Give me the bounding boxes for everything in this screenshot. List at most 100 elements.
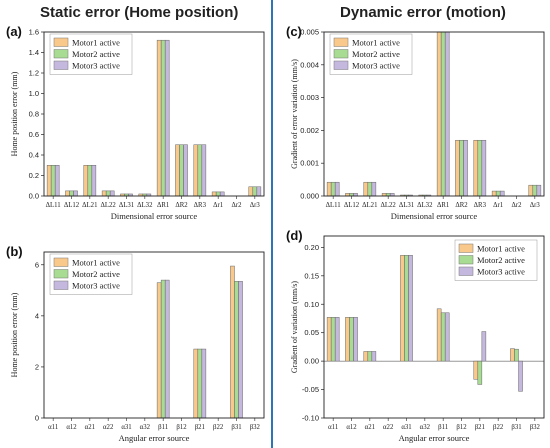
panel-label: (a)	[6, 24, 22, 39]
bar	[252, 186, 258, 197]
bar	[367, 351, 373, 362]
y-tick-label: 2	[35, 362, 39, 371]
x-tick-label: ΔR2	[455, 202, 468, 209]
y-axis-label: Home position error (mm)	[10, 292, 19, 377]
x-tick-label: α22	[383, 424, 394, 431]
legend-swatch	[458, 255, 474, 265]
bar	[363, 351, 369, 362]
bar	[238, 281, 243, 419]
bar	[400, 255, 405, 362]
x-tick-label: ΔR3	[194, 202, 207, 209]
bar	[455, 139, 460, 197]
bar	[164, 39, 170, 197]
bar	[532, 184, 538, 197]
bar	[330, 181, 336, 197]
bar	[440, 312, 446, 362]
bar	[156, 39, 162, 197]
bar	[156, 282, 162, 419]
y-tick-label: 0.001	[300, 159, 319, 168]
x-tick-label: α12	[66, 424, 77, 431]
legend-entry: Motor3 active	[477, 267, 525, 277]
plot-frame	[43, 251, 265, 419]
bar	[536, 184, 542, 197]
panel-divider	[271, 0, 273, 448]
x-tick-label: α22	[103, 424, 114, 431]
bar	[345, 317, 350, 362]
y-axis-label: Home position error (mm)	[10, 71, 19, 156]
bar	[219, 191, 225, 197]
bar	[197, 144, 203, 197]
bar	[54, 165, 60, 197]
y-axis-label: Gradient of variation (mm/s)	[290, 281, 299, 374]
legend-entry: Motor2 active	[477, 255, 525, 265]
bar	[87, 165, 93, 197]
bar	[436, 31, 442, 197]
legend-entry: Motor1 active	[72, 258, 120, 268]
bar	[211, 191, 217, 197]
bar	[160, 39, 166, 197]
legend-entry: Motor2 active	[72, 269, 120, 279]
x-tick-label: β22	[213, 424, 224, 431]
x-tick-label: α12	[346, 424, 357, 431]
x-tick-label: ΔR1	[157, 202, 169, 209]
x-tick-label: Δr2	[511, 202, 522, 209]
x-tick-label: β11	[438, 424, 448, 431]
legend-swatch	[333, 37, 349, 47]
y-tick-label: 0.000	[300, 192, 319, 201]
bar	[160, 279, 166, 419]
y-tick-label: 1.6	[29, 28, 39, 37]
legend-swatch	[53, 49, 69, 59]
legend-swatch	[53, 60, 69, 70]
bar	[326, 181, 332, 197]
bar	[491, 190, 497, 197]
bar	[499, 190, 505, 197]
x-axis-label: Dimensional error source	[111, 211, 198, 221]
x-tick-label: Δr2	[231, 202, 242, 209]
y-axis-label: Gradient of error variation (mm/s)	[290, 59, 299, 169]
bar	[459, 139, 464, 197]
x-tick-label: Δr1	[493, 202, 503, 209]
bar	[91, 165, 97, 197]
chart-panel-0: 0.0 0.2 0.4 0.6 0.8 1.0 1.2 1.4 1.6 ΔL11 ΔL12 ΔL21 Δ…	[6, 24, 265, 221]
bar	[408, 255, 413, 362]
x-tick-label: β32	[250, 424, 261, 431]
y-tick-label: 6	[35, 260, 39, 269]
x-tick-label: ΔR2	[175, 202, 188, 209]
x-tick-label: α31	[401, 424, 411, 431]
y-tick-label: 0.003	[300, 93, 319, 102]
bar	[334, 317, 340, 362]
bar	[65, 190, 70, 197]
bar	[201, 348, 207, 419]
bar	[105, 190, 111, 197]
x-tick-label: α21	[85, 424, 95, 431]
dynamic-error-heading: Dynamic error (motion)	[340, 4, 506, 21]
x-tick-label: α11	[48, 424, 58, 431]
bar	[234, 281, 239, 419]
y-tick-label: 1.0	[29, 89, 39, 98]
x-tick-label: ΔL12	[64, 202, 80, 209]
y-tick-label: 0.00	[304, 357, 319, 366]
chart-panel-2: 0 2 4 6 α11 α12 α21 α22 α31 α32 β11 β12 β21 β22 β31 β32…	[6, 244, 265, 443]
bar	[193, 348, 199, 419]
bar	[473, 139, 479, 197]
bar	[444, 31, 450, 197]
y-tick-label: 0	[35, 414, 39, 423]
x-tick-label: α32	[420, 424, 431, 431]
x-tick-label: Δr1	[213, 202, 223, 209]
y-tick-label: 0.2	[29, 171, 39, 180]
x-tick-label: Δr3	[250, 202, 261, 209]
bar	[326, 317, 332, 362]
bar	[179, 144, 184, 197]
y-tick-label: 4	[35, 311, 39, 320]
bar	[353, 317, 358, 362]
y-tick-label: 0.15	[304, 271, 319, 280]
bar	[510, 348, 515, 362]
x-tick-label: ΔL31	[119, 202, 134, 209]
x-tick-label: ΔR1	[437, 202, 449, 209]
bar	[248, 186, 254, 197]
panel-label: (c)	[286, 24, 302, 39]
panel-label: (b)	[6, 244, 23, 259]
legend-swatch	[53, 37, 69, 47]
